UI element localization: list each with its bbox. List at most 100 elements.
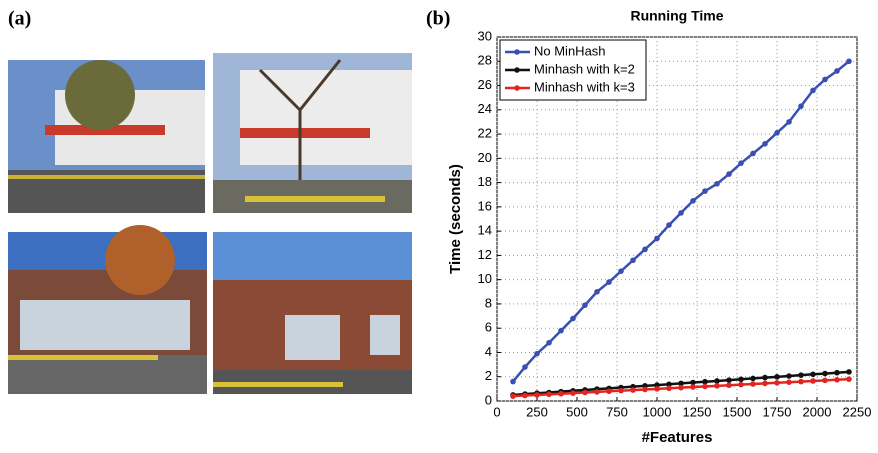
data-point bbox=[846, 369, 852, 375]
data-point bbox=[678, 384, 684, 391]
data-point bbox=[546, 391, 552, 398]
photo bbox=[8, 60, 205, 213]
data-point bbox=[642, 386, 648, 393]
data-point bbox=[726, 382, 732, 389]
data-point bbox=[606, 279, 612, 285]
data-point bbox=[810, 378, 816, 384]
y-tick-label: 0 bbox=[485, 392, 492, 407]
data-point bbox=[666, 381, 672, 388]
data-point bbox=[534, 350, 540, 357]
data-point bbox=[822, 370, 828, 377]
y-tick-label: 2 bbox=[485, 368, 492, 383]
data-point bbox=[738, 160, 744, 166]
data-point bbox=[834, 376, 840, 383]
data-point bbox=[726, 377, 732, 383]
data-point bbox=[666, 385, 672, 392]
x-tick-label: 250 bbox=[526, 404, 548, 419]
legend-swatch bbox=[514, 49, 520, 55]
legend-label: Minhash with k=2 bbox=[534, 61, 635, 76]
legend-swatch bbox=[514, 67, 520, 73]
data-point bbox=[582, 389, 588, 396]
data-point bbox=[510, 393, 516, 399]
data-point bbox=[570, 390, 576, 396]
x-tick-label: 2250 bbox=[843, 404, 872, 419]
data-point bbox=[798, 378, 804, 385]
data-point bbox=[582, 302, 588, 308]
y-tick-label: 14 bbox=[478, 223, 492, 238]
x-tick-label: 750 bbox=[606, 404, 628, 419]
legend-swatch bbox=[514, 85, 520, 91]
y-tick-label: 12 bbox=[478, 247, 492, 262]
data-point bbox=[834, 68, 840, 74]
data-point bbox=[714, 383, 720, 389]
x-axis-label: #Features bbox=[642, 429, 713, 446]
data-point bbox=[678, 380, 684, 387]
data-point bbox=[690, 198, 696, 204]
data-point bbox=[774, 374, 780, 380]
data-point bbox=[654, 386, 660, 392]
y-tick-label: 8 bbox=[485, 295, 492, 310]
data-point bbox=[774, 380, 780, 386]
data-point bbox=[714, 181, 720, 187]
data-point bbox=[738, 381, 744, 388]
y-tick-label: 10 bbox=[478, 271, 492, 286]
data-point bbox=[786, 373, 792, 379]
data-point bbox=[678, 210, 684, 216]
data-point bbox=[738, 376, 744, 383]
y-tick-label: 22 bbox=[478, 126, 492, 141]
data-point bbox=[834, 369, 840, 376]
y-tick-label: 20 bbox=[478, 150, 492, 165]
data-point bbox=[510, 378, 516, 385]
data-point bbox=[666, 222, 672, 228]
data-point bbox=[522, 392, 528, 399]
data-point bbox=[750, 150, 756, 157]
legend-label: Minhash with k=3 bbox=[534, 79, 635, 94]
photo bbox=[213, 53, 412, 213]
data-point bbox=[798, 372, 804, 378]
data-point bbox=[654, 235, 660, 242]
data-point bbox=[822, 76, 828, 83]
data-point bbox=[774, 130, 780, 136]
x-tick-label: 1000 bbox=[643, 404, 672, 419]
data-point bbox=[786, 379, 792, 385]
data-point bbox=[630, 257, 636, 264]
x-tick-label: 500 bbox=[566, 404, 588, 419]
data-point bbox=[522, 364, 528, 370]
data-point bbox=[714, 378, 720, 384]
data-point bbox=[762, 374, 768, 381]
y-tick-label: 18 bbox=[478, 174, 492, 189]
data-point bbox=[810, 87, 816, 94]
data-point bbox=[618, 387, 624, 394]
data-point bbox=[690, 379, 696, 386]
data-point bbox=[846, 58, 852, 65]
data-point bbox=[606, 388, 612, 395]
x-tick-label: 2000 bbox=[803, 404, 832, 419]
y-tick-label: 24 bbox=[478, 101, 492, 116]
data-point bbox=[690, 384, 696, 390]
x-tick-label: 0 bbox=[493, 404, 500, 419]
y-tick-label: 4 bbox=[485, 344, 492, 359]
data-point bbox=[702, 188, 708, 194]
data-point bbox=[618, 268, 624, 274]
panel-label: (b) bbox=[426, 8, 450, 30]
photo bbox=[8, 225, 207, 394]
panel-label: (a) bbox=[8, 8, 31, 30]
data-point bbox=[762, 140, 768, 147]
data-point bbox=[786, 119, 792, 125]
y-tick-label: 28 bbox=[478, 53, 492, 68]
data-point bbox=[558, 390, 564, 397]
data-point bbox=[810, 371, 816, 378]
x-tick-label: 1750 bbox=[763, 404, 792, 419]
photo bbox=[213, 232, 412, 394]
data-point bbox=[570, 315, 576, 322]
legend-label: No MinHash bbox=[534, 43, 606, 58]
data-point bbox=[594, 289, 600, 295]
data-point bbox=[702, 378, 708, 385]
data-point bbox=[630, 387, 636, 393]
data-point bbox=[546, 339, 552, 346]
chart-title: Running Time bbox=[630, 8, 723, 24]
x-tick-label: 1250 bbox=[683, 404, 712, 419]
data-point bbox=[750, 381, 756, 387]
y-tick-label: 6 bbox=[485, 320, 492, 335]
